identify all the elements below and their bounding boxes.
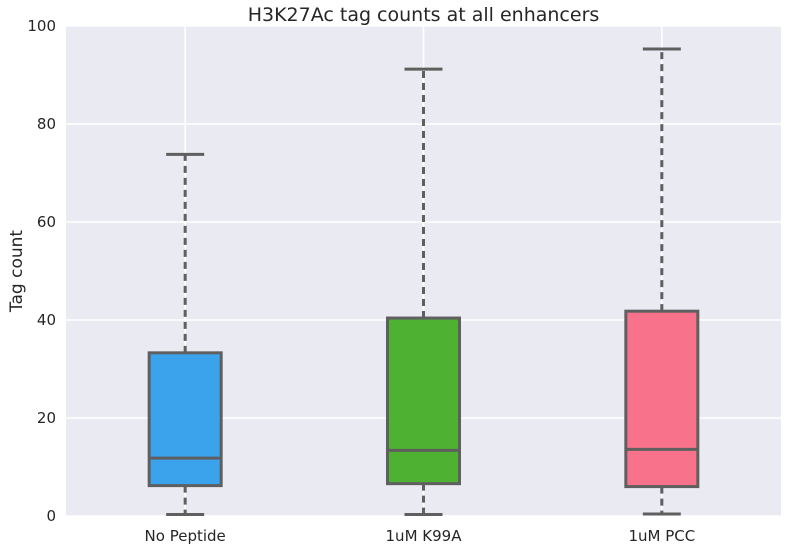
x-tick-label: 1uM K99A [386, 527, 463, 545]
x-tick-label: 1uM PCC [628, 527, 695, 545]
y-tick-label: 0 [46, 507, 56, 525]
box-iqr [624, 309, 700, 489]
box-iqr [386, 316, 461, 486]
y-tick-label: 20 [37, 409, 56, 427]
y-tick-label: 100 [27, 17, 56, 35]
box-no-peptide [147, 152, 223, 517]
box-1um-pcc [624, 47, 700, 516]
y-tick-label: 80 [37, 115, 56, 133]
box-1um-k99a [386, 67, 461, 517]
y-tick-label: 60 [37, 213, 56, 231]
x-axis-ticks: No Peptide 1uM K99A 1uM PCC [145, 527, 696, 545]
y-axis-label: Tag count [7, 230, 27, 313]
chart-title: H3K27Ac tag counts at all enhancers [248, 4, 600, 26]
x-tick-label: No Peptide [145, 527, 226, 545]
box-iqr [147, 351, 223, 488]
boxes-layer [147, 47, 700, 517]
y-tick-label: 40 [37, 311, 56, 329]
y-axis-ticks: 0 20 40 60 80 100 [27, 17, 56, 525]
